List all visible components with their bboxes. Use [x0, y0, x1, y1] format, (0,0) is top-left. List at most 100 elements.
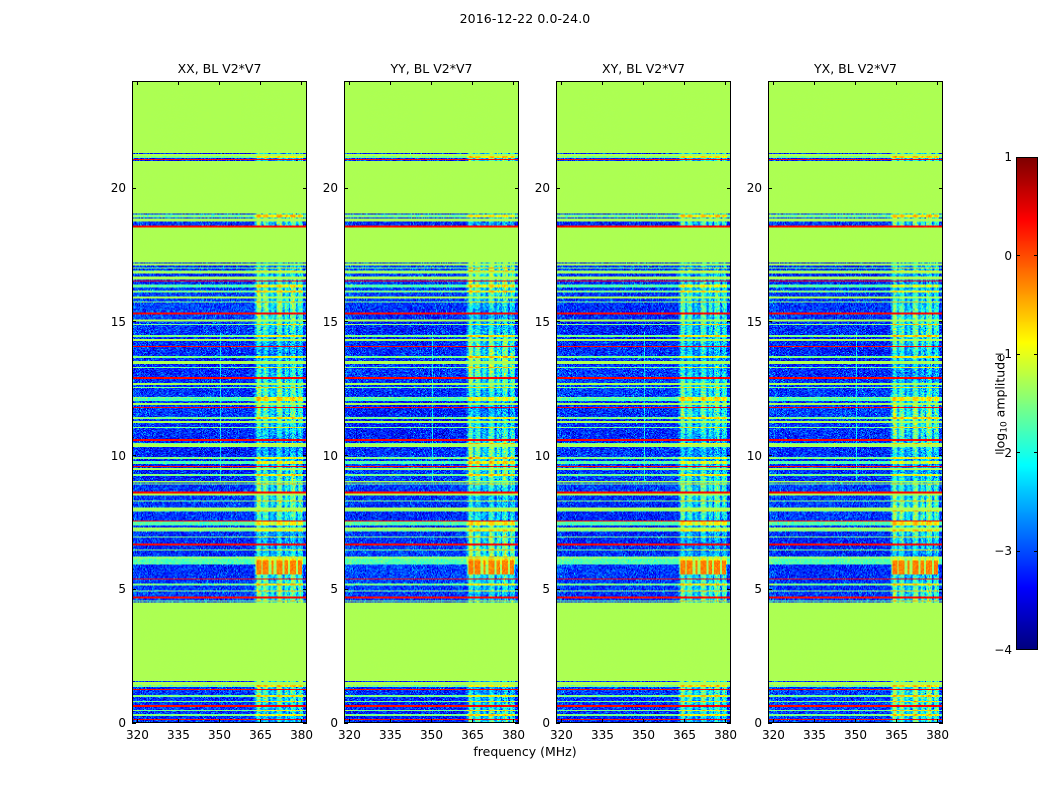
panel-title-xy: XY, BL V2*V7 [602, 61, 685, 76]
y-tick-mark [727, 588, 731, 590]
x-tick-label: 320 [762, 728, 785, 742]
x-tick-mark [472, 719, 474, 723]
x-tick-mark [431, 719, 432, 723]
colorbar-tick-mark [1016, 353, 1020, 355]
x-tick-label: 350 [208, 728, 231, 742]
y-tick-mark [132, 588, 136, 590]
waterfall-panel-yx[interactable] [768, 81, 943, 723]
x-tick-label: 335 [803, 728, 826, 742]
y-tick-mark [939, 321, 943, 323]
y-tick-mark [939, 722, 943, 724]
x-tick-mark [513, 719, 515, 723]
y-tick-mark [515, 321, 519, 323]
x-tick-mark [937, 719, 939, 723]
x-tick-mark [136, 719, 138, 723]
colorbar-label-subscript: 10 [999, 421, 1010, 433]
x-tick-mark [136, 81, 138, 85]
y-tick-mark [556, 187, 560, 189]
y-tick-label: 15 [534, 314, 550, 329]
waterfall-panel-xx[interactable] [132, 81, 307, 723]
x-tick-mark [937, 81, 939, 85]
y-tick-mark [515, 455, 519, 456]
panel-title-xx: XX, BL V2*V7 [177, 61, 262, 76]
y-tick-mark [132, 321, 136, 323]
x-tick-label: 335 [591, 728, 614, 742]
y-tick-label: 0 [542, 716, 550, 730]
colorbar-tick-mark [1016, 550, 1020, 552]
waterfall-panel-xy[interactable] [556, 81, 731, 723]
y-tick-label: 5 [754, 582, 762, 597]
colorbar-tick-mark [1034, 550, 1038, 552]
y-tick-mark [515, 722, 519, 724]
x-tick-mark [177, 81, 179, 85]
x-tick-mark [896, 719, 898, 723]
y-tick-mark [132, 722, 136, 724]
y-tick-mark [939, 455, 943, 456]
x-tick-mark [601, 81, 603, 85]
y-tick-mark [515, 187, 519, 189]
y-tick-label: 0 [754, 716, 762, 730]
y-tick-label: 0 [330, 716, 338, 730]
x-tick-label: 365 [461, 728, 484, 742]
y-tick-mark [768, 321, 772, 323]
x-tick-label: 320 [338, 728, 361, 742]
y-tick-label: 10 [110, 448, 126, 463]
y-tick-label: 10 [322, 448, 338, 463]
y-tick-mark [556, 321, 560, 323]
y-tick-mark [303, 722, 307, 724]
y-tick-mark [344, 321, 348, 323]
y-tick-mark [344, 455, 348, 456]
panel-title-yy: YY, BL V2*V7 [390, 61, 473, 76]
y-tick-label: 20 [322, 181, 338, 195]
y-tick-mark [727, 455, 731, 456]
x-tick-mark [772, 81, 774, 85]
x-tick-mark [643, 81, 644, 85]
colorbar-label-tail: amplitude [992, 354, 1008, 422]
y-tick-mark [727, 722, 731, 724]
x-tick-mark [431, 81, 432, 85]
colorbar-tick-label: 1 [1004, 150, 1012, 164]
x-tick-label: 335 [379, 728, 402, 742]
colorbar-tick-label: 0 [1004, 248, 1012, 263]
x-tick-mark [260, 81, 262, 85]
x-tick-mark [643, 719, 644, 723]
x-tick-label: 365 [249, 728, 272, 742]
colorbar-tick-mark [1034, 255, 1038, 257]
colorbar-label: log10 amplitude [992, 303, 1010, 503]
figure-suptitle: 2016-12-22 0.0-24.0 [459, 11, 591, 26]
y-tick-mark [303, 455, 307, 456]
x-tick-label: 365 [885, 728, 908, 742]
x-tick-mark [725, 81, 727, 85]
x-tick-mark [684, 81, 686, 85]
colorbar-tick-label: −1 [994, 347, 1012, 362]
y-tick-mark [768, 455, 772, 456]
y-tick-mark [515, 588, 519, 590]
y-tick-label: 5 [118, 582, 126, 597]
waterfall-panel-yy[interactable] [344, 81, 519, 723]
y-tick-mark [768, 722, 772, 724]
y-tick-label: 15 [322, 314, 338, 329]
x-axis-label: frequency (MHz) [473, 744, 577, 759]
y-tick-label: 20 [746, 181, 762, 195]
x-tick-label: 380 [714, 728, 737, 742]
y-tick-mark [939, 187, 943, 189]
x-tick-mark [472, 81, 474, 85]
x-tick-mark [219, 81, 220, 85]
colorbar-tick-label: −2 [994, 445, 1012, 460]
colorbar-tick-mark [1034, 452, 1038, 454]
x-tick-mark [601, 719, 603, 723]
x-tick-mark [260, 719, 262, 723]
y-tick-mark [344, 722, 348, 724]
x-tick-mark [855, 719, 856, 723]
y-tick-label: 5 [330, 582, 338, 597]
x-tick-label: 380 [926, 728, 949, 742]
y-tick-label: 10 [746, 448, 762, 463]
x-tick-mark [813, 81, 815, 85]
x-tick-mark [560, 81, 562, 85]
x-tick-mark [389, 81, 391, 85]
y-tick-mark [303, 187, 307, 189]
x-tick-label: 320 [550, 728, 573, 742]
y-tick-mark [303, 321, 307, 323]
y-tick-mark [132, 455, 136, 456]
